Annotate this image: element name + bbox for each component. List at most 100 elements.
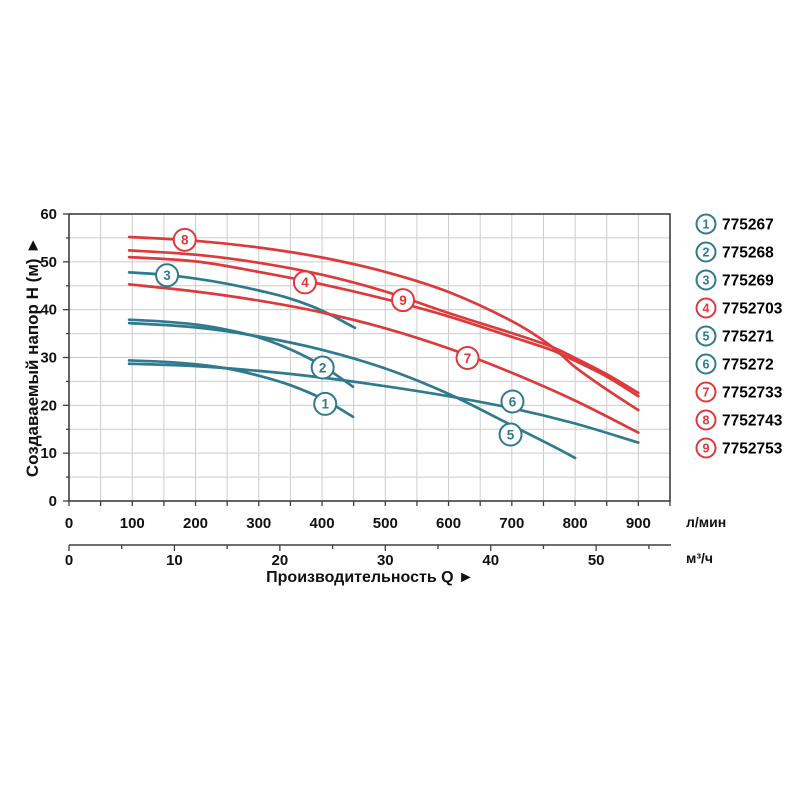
x-axis-ticks-lmin xyxy=(68,501,671,506)
curve-label-circle-5 xyxy=(498,422,523,447)
x-tick-label-m3h: 20 xyxy=(272,552,289,569)
curve-label-6: 6 xyxy=(500,389,525,414)
legend-code-8: 7752743 xyxy=(722,412,783,429)
curve-4 xyxy=(127,255,640,398)
legend-number-3: 3 xyxy=(703,273,710,287)
legend-number-circle-2 xyxy=(695,241,717,263)
curve-label-circle-7 xyxy=(455,345,480,370)
legend-number-circle-8 xyxy=(695,409,717,431)
legend-number-8: 8 xyxy=(703,413,710,427)
y-tick-label: 40 xyxy=(40,302,57,319)
curve-label-number-8: 8 xyxy=(181,233,189,248)
legend-number-circle-9 xyxy=(695,437,717,459)
legend-code-6: 775272 xyxy=(722,356,774,373)
legend-number-2: 2 xyxy=(703,245,710,259)
y-tick-label: 20 xyxy=(40,397,57,414)
curve-6 xyxy=(127,362,640,444)
legend-item-3: 3 775269 xyxy=(695,269,774,291)
legend-number-6: 6 xyxy=(703,357,710,371)
legend-number-circle-4 xyxy=(695,297,717,319)
x-tick-label-lmin: 100 xyxy=(120,515,145,532)
legend-number-4: 4 xyxy=(703,301,710,315)
curve-label-7: 7 xyxy=(455,345,480,370)
curve-label-number-3: 3 xyxy=(163,268,171,283)
unit-label-m3h: м³/ч xyxy=(686,550,714,566)
legend: 1 775267 2 775268 3 775269 4 7752703 5 775271 6 775… xyxy=(695,213,783,459)
y-tick-label: 30 xyxy=(40,350,57,367)
legend-number-circle-6 xyxy=(695,353,717,375)
x-tick-label-lmin: 800 xyxy=(563,515,588,532)
curve-label-9: 9 xyxy=(391,288,416,313)
x-axis-labels-m3h: 0 10 20 30 40 50 xyxy=(65,552,605,569)
curve-9 xyxy=(127,249,640,395)
curve-label-1: 1 xyxy=(313,391,338,416)
y-axis-labels: 0 10 20 30 40 50 60 xyxy=(40,206,57,510)
curve-label-number-1: 1 xyxy=(321,397,329,412)
x-tick-label-lmin: 600 xyxy=(436,515,461,532)
legend-code-1: 775267 xyxy=(722,216,774,233)
curve-8 xyxy=(127,235,640,412)
legend-number-circle-5 xyxy=(695,325,717,347)
legend-number-5: 5 xyxy=(703,329,710,343)
x-tick-label-m3h: 30 xyxy=(377,552,394,569)
legend-item-4: 4 7752703 xyxy=(695,297,783,319)
y-axis-title: Создаваемый напор Н (м) ► xyxy=(23,236,42,478)
x-axis-m3h xyxy=(68,544,671,551)
legend-number-7: 7 xyxy=(703,385,710,399)
curve-label-2: 2 xyxy=(310,355,335,380)
legend-code-3: 775269 xyxy=(722,272,774,289)
curve-label-circle-9 xyxy=(391,288,416,313)
curve-label-number-6: 6 xyxy=(509,394,517,409)
x-tick-label-lmin: 400 xyxy=(310,515,335,532)
x-tick-label-m3h: 0 xyxy=(65,552,73,569)
y-tick-label: 60 xyxy=(40,206,57,223)
curve-label-5: 5 xyxy=(498,422,523,447)
unit-label-lmin: л/мин xyxy=(686,514,727,530)
legend-number-1: 1 xyxy=(703,217,710,231)
x-tick-label-lmin: 900 xyxy=(626,515,651,532)
legend-code-9: 7752753 xyxy=(722,440,783,457)
curve-label-circle-1 xyxy=(313,391,338,416)
legend-number-circle-1 xyxy=(695,213,717,235)
curve-5 xyxy=(127,321,577,460)
legend-code-4: 7752703 xyxy=(722,300,783,317)
x-tick-label-lmin: 500 xyxy=(373,515,398,532)
curve-label-circle-4 xyxy=(292,270,317,295)
x-axis-labels-lmin: 0 100 200 300 400 500 600 700 800 900 xyxy=(65,515,651,532)
legend-number-circle-7 xyxy=(695,381,717,403)
curve-label-number-7: 7 xyxy=(464,351,472,366)
x-tick-label-m3h: 10 xyxy=(166,552,183,569)
grid-lines xyxy=(69,214,670,501)
curve-label-number-5: 5 xyxy=(507,427,515,442)
legend-item-7: 7 7752733 xyxy=(695,381,783,403)
curve-label-circle-6 xyxy=(500,389,525,414)
curve-label-circle-8 xyxy=(172,227,197,252)
y-tick-label: 50 xyxy=(40,254,57,271)
curve-7 xyxy=(127,282,640,434)
x-axis-title: Производительность Q ► xyxy=(266,569,474,586)
curve-label-number-9: 9 xyxy=(399,293,407,308)
legend-code-7: 7752733 xyxy=(722,384,783,401)
curve-label-circle-3 xyxy=(155,263,180,288)
y-tick-label: 0 xyxy=(49,493,57,510)
legend-item-2: 2 775268 xyxy=(695,241,774,263)
legend-number-9: 9 xyxy=(703,441,710,455)
legend-item-5: 5 775271 xyxy=(695,325,774,347)
curve-label-number-4: 4 xyxy=(301,275,309,290)
x-tick-label-lmin: 700 xyxy=(499,515,524,532)
legend-item-9: 9 7752753 xyxy=(695,437,783,459)
curve-label-8: 8 xyxy=(172,227,197,252)
curve-label-circle-2 xyxy=(310,355,335,380)
legend-code-5: 775271 xyxy=(722,328,774,345)
y-tick-label: 10 xyxy=(40,445,57,462)
legend-number-circle-3 xyxy=(695,269,717,291)
legend-item-8: 8 7752743 xyxy=(695,409,783,431)
legend-item-1: 1 775267 xyxy=(695,213,774,235)
curve-label-3: 3 xyxy=(155,263,180,288)
y-axis-ticks xyxy=(63,213,69,502)
curve-label-4: 4 xyxy=(292,270,317,295)
x-tick-label-lmin: 0 xyxy=(65,515,73,532)
x-tick-label-lmin: 200 xyxy=(183,515,208,532)
